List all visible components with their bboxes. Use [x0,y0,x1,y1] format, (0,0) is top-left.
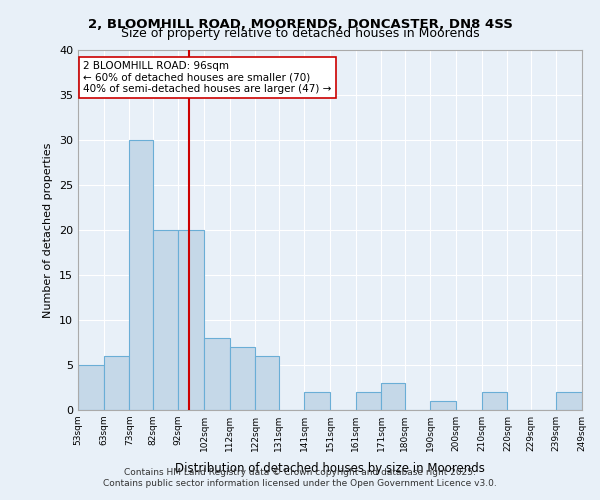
Text: 2, BLOOMHILL ROAD, MOORENDS, DONCASTER, DN8 4SS: 2, BLOOMHILL ROAD, MOORENDS, DONCASTER, … [88,18,512,30]
Bar [256,356,278,410]
Text: Contains HM Land Registry data © Crown copyright and database right 2025.
Contai: Contains HM Land Registry data © Crown c… [103,468,497,487]
Bar [104,356,130,410]
Bar [304,392,330,410]
Bar [152,230,178,410]
Bar [356,392,382,410]
Bar [482,392,508,410]
Bar [382,383,404,410]
Bar [130,140,152,410]
Bar [78,365,104,410]
Text: Size of property relative to detached houses in Moorends: Size of property relative to detached ho… [121,28,479,40]
Bar [178,230,204,410]
Bar [204,338,230,410]
Bar [230,347,256,410]
Text: 2 BLOOMHILL ROAD: 96sqm
← 60% of detached houses are smaller (70)
40% of semi-de: 2 BLOOMHILL ROAD: 96sqm ← 60% of detache… [83,61,331,94]
Bar [430,401,456,410]
Y-axis label: Number of detached properties: Number of detached properties [43,142,53,318]
X-axis label: Distribution of detached houses by size in Moorends: Distribution of detached houses by size … [175,462,485,475]
Bar [556,392,582,410]
